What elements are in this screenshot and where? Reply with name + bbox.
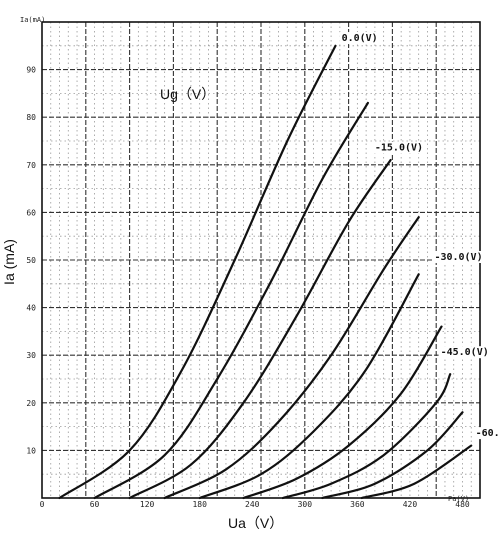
curve-label-bg <box>339 32 381 45</box>
x-tick-label: 300 <box>298 500 313 509</box>
minor-grid <box>42 22 480 498</box>
legend-title: Ug（V） <box>160 86 215 102</box>
y-tick-label: 80 <box>26 113 36 122</box>
major-grid <box>42 22 480 498</box>
y-tick-label: 40 <box>26 304 36 313</box>
y-tick-label: 30 <box>26 351 36 360</box>
curve-label: -45.0(V) <box>441 347 489 358</box>
x-tick-labels: 0 60 120 180 240 300 360 420 480 <box>40 500 470 509</box>
y-tick-label: 20 <box>26 399 36 408</box>
curve-label-bg <box>473 427 500 440</box>
plate-curves <box>58 44 473 500</box>
x-unit-label: Pa(V) <box>448 495 469 503</box>
curve-label: -60.0(V) <box>476 428 500 439</box>
grid-voltage-labels: 0.0(V) -15.0(V) -30.0(V) -45.0(V) -60.0(V) <box>339 32 500 440</box>
plate-curve-7 <box>321 411 464 500</box>
y-tick-label: 50 <box>26 256 36 265</box>
plate-curve-4 <box>198 273 420 500</box>
y-axis-title: Ia (mA) <box>1 239 17 285</box>
x-tick-label: 180 <box>192 500 207 509</box>
plate-curve-0 <box>58 44 337 500</box>
curve-label: 0.0(V) <box>342 33 378 44</box>
plate-curve-6 <box>281 373 452 500</box>
x-axis-title: Ua（V） <box>228 515 283 531</box>
plate-curve-5 <box>242 325 443 500</box>
plate-curve-2 <box>128 158 392 500</box>
plate-curve-1 <box>93 101 369 500</box>
y-tick-label: 60 <box>26 208 36 217</box>
x-tick-label: 0 <box>40 500 45 509</box>
x-tick-label: 60 <box>90 500 100 509</box>
curve-label-bg <box>432 251 487 263</box>
x-tick-label: 420 <box>403 500 418 509</box>
x-tick-label: 360 <box>350 500 365 509</box>
curve-label-bg <box>372 141 427 154</box>
curve-label: -30.0(V) <box>434 252 482 263</box>
y-unit-label: Ia(mA) <box>20 16 45 24</box>
curve-label: -15.0(V) <box>375 143 423 154</box>
x-tick-label: 240 <box>245 500 260 509</box>
x-tick-label: 120 <box>140 500 155 509</box>
y-tick-label: 70 <box>26 161 36 170</box>
curve-label-bg <box>438 346 493 359</box>
plate-curve-8 <box>360 444 473 500</box>
x-tick-label: 480 <box>455 500 470 509</box>
plate-curve-3 <box>163 216 420 500</box>
y-tick-label: 90 <box>26 66 36 75</box>
y-tick-label: 10 <box>26 446 36 455</box>
y-tick-labels: 10 20 30 40 50 60 70 80 90 <box>26 66 36 456</box>
